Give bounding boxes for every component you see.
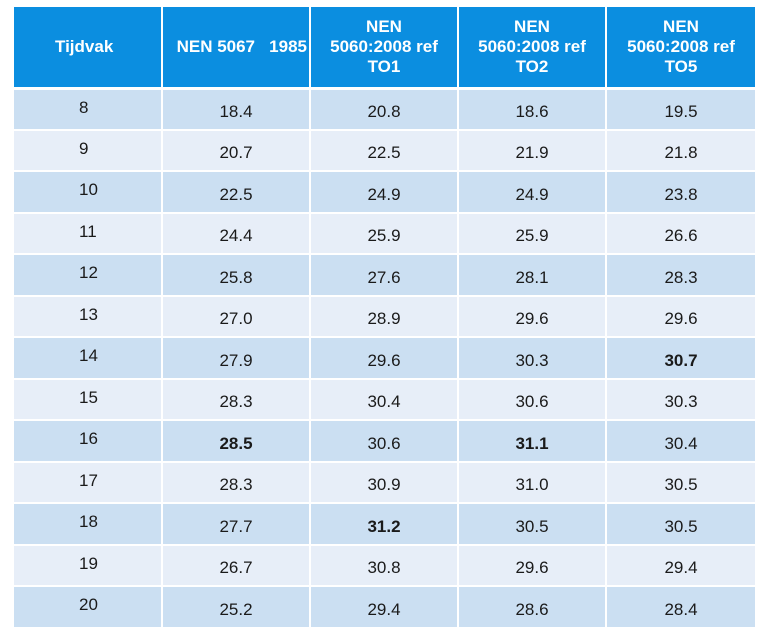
value-cell: 24.9 xyxy=(310,171,459,214)
header-line: 5060:2008 ref xyxy=(330,36,438,56)
data-table: Tijdvak NEN 5067 1985 NEN 5060:2008 ref … xyxy=(14,7,755,629)
header-cell-to2: NEN 5060:2008 ref TO2 xyxy=(458,7,607,90)
value-cell: 27.0 xyxy=(162,295,311,338)
period-cell: 12 xyxy=(14,254,163,297)
value-cell: 25.2 xyxy=(162,586,311,629)
table-row: 15 28.3 30.4 30.6 30.3 xyxy=(14,378,755,421)
value-cell: 30.6 xyxy=(310,420,459,463)
table-body: 8 18.4 20.8 18.6 19.5 9 20.7 22.5 21.9 21.8 10 22.5… xyxy=(14,88,755,629)
value-cell: 31.2 xyxy=(310,503,459,546)
header-row: Tijdvak NEN 5067 1985 NEN 5060:2008 ref … xyxy=(14,7,755,90)
value-cell: 22.5 xyxy=(162,171,311,214)
header-line: NEN xyxy=(366,16,402,36)
value-cell: 30.5 xyxy=(458,503,607,546)
value-cell: 31.1 xyxy=(458,420,607,463)
value-cell: 30.5 xyxy=(606,503,755,546)
value-cell: 29.4 xyxy=(310,586,459,629)
header-cell-to1: NEN 5060:2008 ref TO1 xyxy=(310,7,459,90)
period-cell: 9 xyxy=(14,129,163,172)
table-row: 14 27.9 29.6 30.3 30.7 xyxy=(14,337,755,380)
period-cell: 8 xyxy=(14,88,163,131)
value-cell: 29.4 xyxy=(606,544,755,587)
table-row: 12 25.8 27.6 28.1 28.3 xyxy=(14,254,755,297)
value-cell: 29.6 xyxy=(458,295,607,338)
header-cell-tijdvak: Tijdvak xyxy=(14,7,163,90)
value-cell: 21.8 xyxy=(606,129,755,172)
table-row: 8 18.4 20.8 18.6 19.5 xyxy=(14,88,755,131)
period-cell: 19 xyxy=(14,544,163,587)
value-cell: 30.3 xyxy=(458,337,607,380)
value-cell: 22.5 xyxy=(310,129,459,172)
value-cell: 30.6 xyxy=(458,378,607,421)
period-cell: 15 xyxy=(14,378,163,421)
value-cell: 26.6 xyxy=(606,212,755,255)
header-line: TO5 xyxy=(664,56,698,76)
value-cell: 19.5 xyxy=(606,88,755,131)
value-cell: 20.7 xyxy=(162,129,311,172)
period-cell: 20 xyxy=(14,586,163,629)
header-cell-nen5067: NEN 5067 1985 xyxy=(162,7,311,90)
period-cell: 16 xyxy=(14,420,163,463)
header-cell-to5: NEN 5060:2008 ref TO5 xyxy=(606,7,755,90)
table-row: 9 20.7 22.5 21.9 21.8 xyxy=(14,129,755,172)
value-cell: 28.3 xyxy=(162,378,311,421)
value-cell: 28.5 xyxy=(162,420,311,463)
table-row: 19 26.7 30.8 29.6 29.4 xyxy=(14,544,755,587)
table-row: 11 24.4 25.9 25.9 26.6 xyxy=(14,212,755,255)
value-cell: 30.7 xyxy=(606,337,755,380)
value-cell: 23.8 xyxy=(606,171,755,214)
table-header: Tijdvak NEN 5067 1985 NEN 5060:2008 ref … xyxy=(14,7,755,90)
period-cell: 13 xyxy=(14,295,163,338)
period-cell: 18 xyxy=(14,503,163,546)
value-cell: 28.4 xyxy=(606,586,755,629)
value-cell: 29.6 xyxy=(458,544,607,587)
value-cell: 28.3 xyxy=(162,461,311,504)
value-cell: 18.4 xyxy=(162,88,311,131)
table-row: 16 28.5 30.6 31.1 30.4 xyxy=(14,420,755,463)
period-cell: 14 xyxy=(14,337,163,380)
table-row: 13 27.0 28.9 29.6 29.6 xyxy=(14,295,755,338)
header-line: TO2 xyxy=(515,56,549,76)
table-row: 18 27.7 31.2 30.5 30.5 xyxy=(14,503,755,546)
header-line: TO1 xyxy=(367,56,401,76)
header-line: 5060:2008 ref xyxy=(478,36,586,56)
value-cell: 30.4 xyxy=(606,420,755,463)
value-cell: 27.9 xyxy=(162,337,311,380)
value-cell: 27.7 xyxy=(162,503,311,546)
header-line: Tijdvak xyxy=(55,36,114,56)
value-cell: 25.9 xyxy=(310,212,459,255)
value-cell: 31.0 xyxy=(458,461,607,504)
period-cell: 11 xyxy=(14,212,163,255)
value-cell: 24.9 xyxy=(458,171,607,214)
value-cell: 28.1 xyxy=(458,254,607,297)
value-cell: 21.9 xyxy=(458,129,607,172)
value-cell: 25.8 xyxy=(162,254,311,297)
header-line: NEN xyxy=(663,16,699,36)
period-cell: 17 xyxy=(14,461,163,504)
header-line: NEN 5067 1985 xyxy=(176,36,307,56)
value-cell: 18.6 xyxy=(458,88,607,131)
period-cell: 10 xyxy=(14,171,163,214)
value-cell: 26.7 xyxy=(162,544,311,587)
value-cell: 24.4 xyxy=(162,212,311,255)
header-line: 5060:2008 ref xyxy=(627,36,735,56)
value-cell: 30.4 xyxy=(310,378,459,421)
value-cell: 20.8 xyxy=(310,88,459,131)
value-cell: 25.9 xyxy=(458,212,607,255)
value-cell: 30.9 xyxy=(310,461,459,504)
value-cell: 30.5 xyxy=(606,461,755,504)
value-cell: 27.6 xyxy=(310,254,459,297)
table-row: 17 28.3 30.9 31.0 30.5 xyxy=(14,461,755,504)
value-cell: 28.9 xyxy=(310,295,459,338)
table-row: 20 25.2 29.4 28.6 28.4 xyxy=(14,586,755,629)
table-row: 10 22.5 24.9 24.9 23.8 xyxy=(14,171,755,214)
value-cell: 30.3 xyxy=(606,378,755,421)
value-cell: 29.6 xyxy=(606,295,755,338)
value-cell: 29.6 xyxy=(310,337,459,380)
value-cell: 28.3 xyxy=(606,254,755,297)
value-cell: 28.6 xyxy=(458,586,607,629)
value-cell: 30.8 xyxy=(310,544,459,587)
header-line: NEN xyxy=(514,16,550,36)
